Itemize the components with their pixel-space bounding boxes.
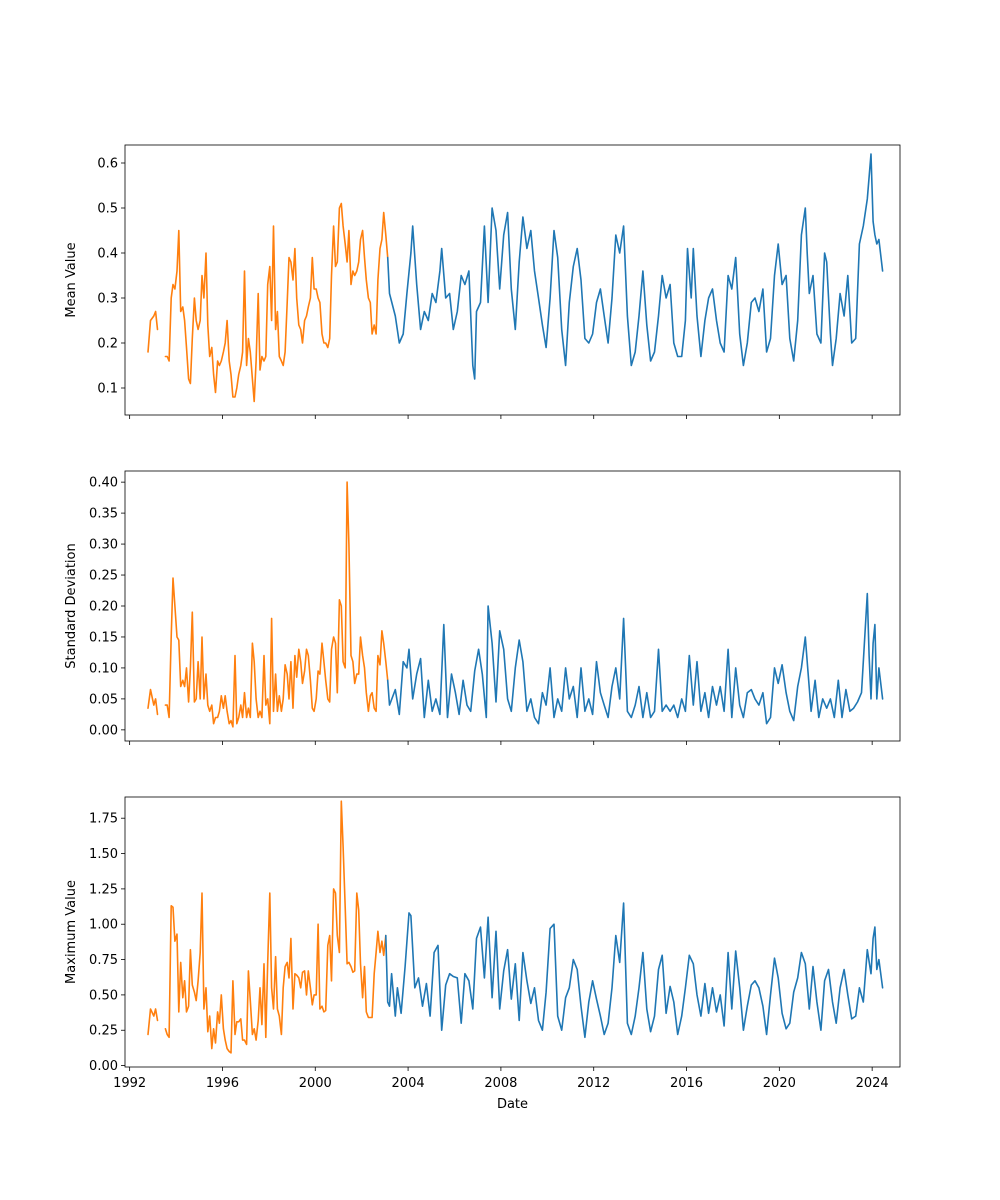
- x-tick-label: 2000: [299, 1076, 332, 1091]
- x-tick-label: 2012: [577, 1076, 610, 1091]
- y-axis-label: Maximum Value: [64, 880, 79, 984]
- series-line-late-1: [384, 902, 884, 1039]
- y-tick-label: 0.40: [89, 476, 118, 491]
- x-tick-label: 1992: [113, 1076, 146, 1091]
- y-tick-label: 0.25: [89, 569, 118, 584]
- x-tick-label: 2020: [763, 1076, 796, 1091]
- plot-frame: [124, 796, 901, 1068]
- x-tick-label: 2016: [670, 1076, 703, 1091]
- y-axis-label: Mean Value: [64, 242, 79, 317]
- y-tick-label: 0.00: [89, 723, 118, 738]
- y-tick-label: 0.50: [89, 988, 118, 1003]
- y-axis-label: Standard Deviation: [64, 543, 79, 668]
- panel-1: 0.1 0.2 0.3 0.4 0.5 0.6 Mean Value: [64, 144, 901, 419]
- y-tick-label: 0.1: [97, 382, 118, 397]
- series-line-early-2: [164, 800, 387, 1054]
- series-line-late-1: [386, 592, 884, 725]
- x-axis-label: Date: [497, 1097, 528, 1112]
- y-tick-label: 0.15: [89, 630, 118, 645]
- y-tick-label: 0.05: [89, 692, 118, 707]
- x-tick-label: 2008: [484, 1076, 517, 1091]
- y-tick-label: 0.25: [89, 1024, 118, 1039]
- y-tick-label: 0.5: [97, 202, 118, 217]
- y-tick-label: 0.3: [97, 292, 118, 307]
- series-line-early-2: [164, 481, 389, 728]
- y-tick-label: 0.4: [97, 247, 118, 262]
- y-tick-label: 0.30: [89, 538, 118, 553]
- series-line-early-1: [147, 1008, 159, 1036]
- y-tick-label: 1.50: [89, 847, 118, 862]
- series-line-late-1: [386, 153, 884, 380]
- plot-frame: [124, 144, 901, 416]
- panel-2: 0.00 0.05 0.10 0.15 0.20 0.25 0.30 0.35 0.40 Stan…: [64, 470, 901, 745]
- y-tick-label: 1.25: [89, 882, 118, 897]
- x-tick-label: 2024: [856, 1076, 889, 1091]
- series-line-early-2: [164, 202, 389, 403]
- y-tick-label: 0.00: [89, 1059, 118, 1074]
- x-tick-label: 2004: [392, 1076, 425, 1091]
- series-line-early-1: [147, 310, 159, 353]
- y-tick-label: 0.75: [89, 953, 118, 968]
- y-tick-label: 0.6: [97, 157, 118, 172]
- y-tick-label: 1.00: [89, 918, 118, 933]
- y-tick-label: 0.2: [97, 337, 118, 352]
- y-tick-label: 0.35: [89, 507, 118, 522]
- y-tick-label: 0.10: [89, 661, 118, 676]
- series-line-early-1: [147, 688, 159, 716]
- panel-3: 0.00 0.25 0.50 0.75 1.00 1.25 1.50 1.75 1992 1996…: [64, 796, 901, 1112]
- x-tick-label: 1996: [206, 1076, 239, 1091]
- y-tick-label: 0.20: [89, 600, 118, 615]
- y-tick-label: 1.75: [89, 812, 118, 827]
